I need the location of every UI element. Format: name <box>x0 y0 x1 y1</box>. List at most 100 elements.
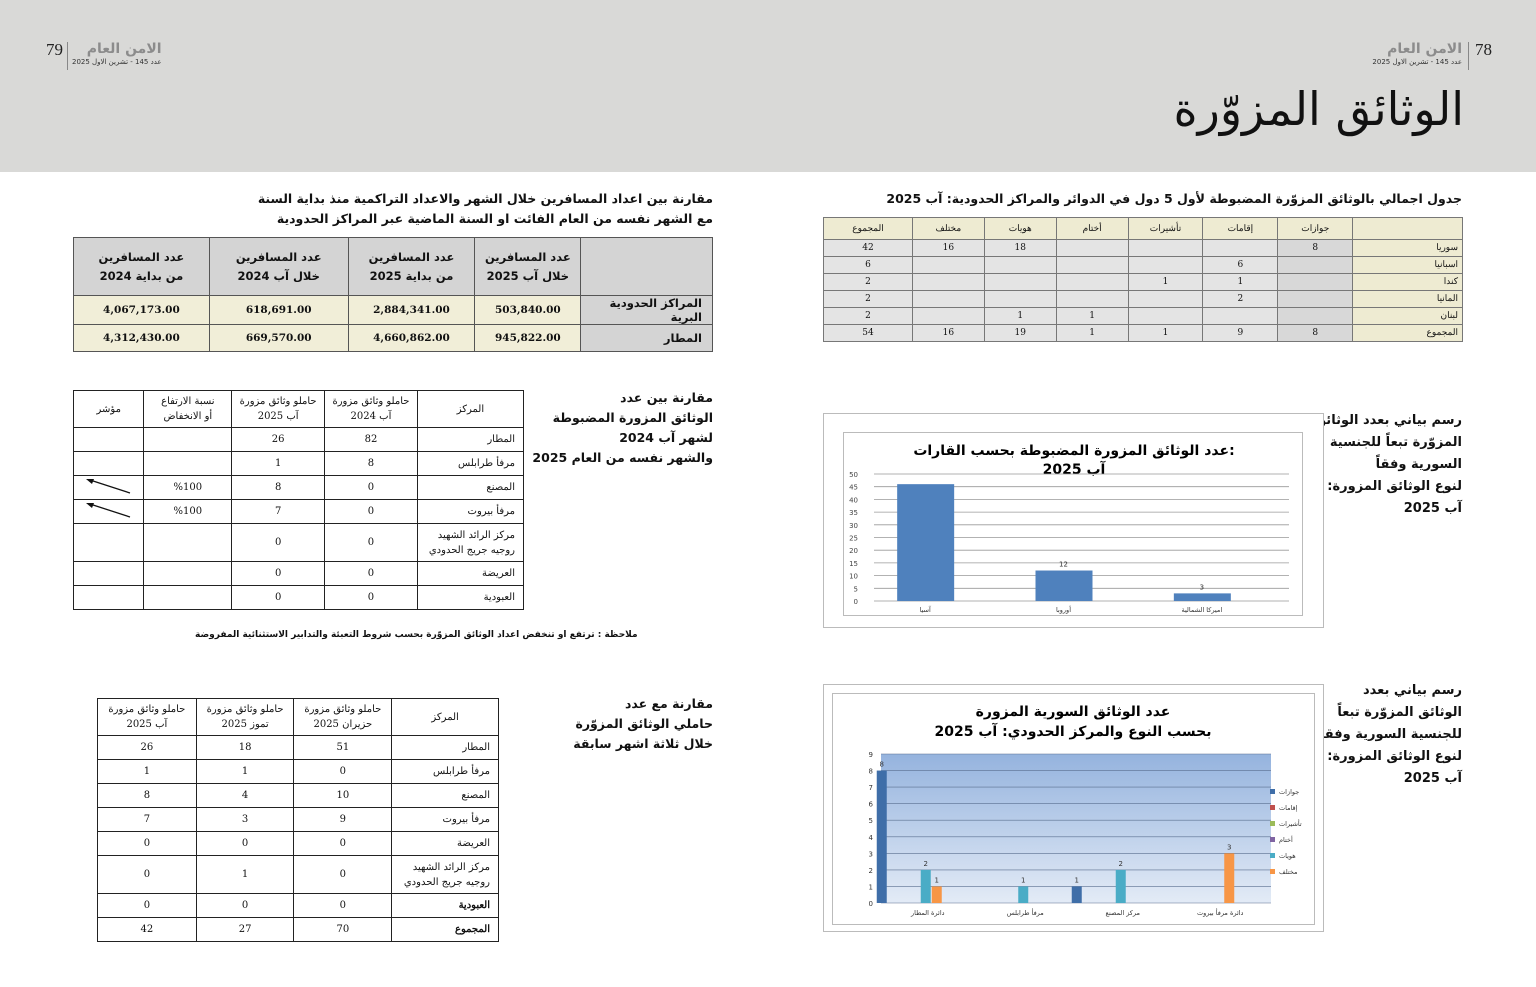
x-tick-label: مرفأ طرابلس <box>1007 908 1044 917</box>
table-cell <box>1277 273 1354 291</box>
table-cell: 27 <box>195 917 295 942</box>
table-cell: 2 <box>823 307 913 325</box>
table-cell: 16 <box>911 239 985 257</box>
table-row: المجموع 8 9 1 1 19 16 54 <box>823 324 1463 342</box>
y-tick-label: 8 <box>869 768 873 776</box>
table-cell: %100 <box>143 475 233 500</box>
indicator-cell <box>72 499 145 524</box>
countries-table: جوازات إقامات تأشيرات أختام هويات مختلف المجمو… <box>823 217 1463 342</box>
table-cell <box>72 451 145 476</box>
column-header: عدد المسافرين خلال آب 2024 <box>208 237 349 296</box>
chart-title: بحسب النوع والمركز الحدودي: آب 2025 <box>935 722 1212 741</box>
table-cell: 1 <box>97 759 197 784</box>
caption-line: مع الشهر نفسه من العام الفائت او السنة ا… <box>276 211 713 226</box>
table-cell <box>72 561 145 586</box>
table-cell <box>1202 239 1279 257</box>
table-cell <box>1055 290 1129 308</box>
data-label: 1 <box>935 876 939 884</box>
y-tick-label: 3 <box>869 850 873 858</box>
table-cell: 0 <box>195 893 295 918</box>
table-cell: 26 <box>231 427 326 452</box>
legend-swatch <box>1270 837 1275 842</box>
table-cell: 0 <box>324 475 418 500</box>
x-tick-label: أوروبا <box>1056 605 1071 614</box>
magazine-brand-left: الامن العام عدد 145 - تشرين الاول 2025 <box>72 41 162 67</box>
y-tick-label: 20 <box>849 547 858 555</box>
legend-swatch <box>1270 821 1275 826</box>
column-header: حاملو وثائق مزورة تموز 2025 <box>195 698 295 736</box>
three-months-table: المركز حاملو وثائق مزورة حزيران 2025 حاملو… <box>97 698 499 942</box>
table-cell: 945,822.00 <box>474 324 582 352</box>
bar-2 <box>1173 593 1231 601</box>
table-cell: 8 <box>1277 324 1354 342</box>
table-cell <box>1127 239 1204 257</box>
legend-label: إقامات <box>1279 804 1298 812</box>
bar-4-1 <box>1018 886 1029 903</box>
row-label: العريضة <box>391 831 499 856</box>
arrow-up-left-icon <box>85 479 130 494</box>
bar-5-0 <box>931 886 942 903</box>
y-tick-label: 1 <box>869 883 873 891</box>
table-cell: 2 <box>823 290 913 308</box>
table-cell: 18 <box>983 239 1057 257</box>
table-row: العبودية 0 0 0 <box>97 893 499 918</box>
header-row: المركز حاملو وثائق مزورة آب 2024 حاملو وثا… <box>72 390 525 428</box>
column-header: عدد المسافرين من بداية 2024 <box>73 237 210 296</box>
magazine-logo: الامن العام <box>1387 41 1462 57</box>
table-cell <box>143 427 233 452</box>
table-cell: 618,691.00 <box>208 295 349 325</box>
row-label: كندا <box>1352 273 1463 291</box>
table-cell: 669,570.00 <box>208 324 349 352</box>
table-cell <box>143 523 233 562</box>
table-cell <box>1055 239 1129 257</box>
table-row: المطار 51 18 26 <box>97 735 499 760</box>
arrow-up-left-icon <box>85 503 130 518</box>
caption-line: مقارنة بين اعداد المسافرين خلال الشهر وا… <box>257 191 713 206</box>
data-label: 1 <box>1021 876 1025 884</box>
table-cell: 2,884,341.00 <box>347 295 476 325</box>
x-tick-label: مركز المصنع <box>1106 909 1140 917</box>
table-cell: 0 <box>97 893 197 918</box>
row-label: مرفأ طرابلس <box>416 451 525 476</box>
legend-label: جوازات <box>1279 788 1299 796</box>
table-row: العريضة 0 0 <box>72 561 525 586</box>
magazine-logo: الامن العام <box>86 41 162 57</box>
column-header: تأشيرات <box>1127 217 1204 240</box>
travellers-table-caption: مقارنة بين اعداد المسافرين خلال الشهر وا… <box>258 189 713 229</box>
y-tick-label: 5 <box>869 817 873 825</box>
table-cell: 0 <box>293 893 393 918</box>
chart-title: عدد الوثائق المزورة المضبوطة بحسب القارا… <box>913 443 1234 459</box>
column-header: حاملو وثائق مزورة حزيران 2025 <box>293 698 393 736</box>
table-row: لبنان 1 1 2 <box>823 307 1463 325</box>
row-label: مرفأ بيروت <box>391 807 499 832</box>
column-header: نسبة الارتفاع أو الانخفاض <box>143 390 233 428</box>
table-row: مرفأ طرابلس 0 1 1 <box>97 759 499 784</box>
row-label: المجموع <box>1352 324 1463 342</box>
column-header: المجموع <box>823 217 913 240</box>
y-tick-label: 35 <box>849 509 858 517</box>
table-cell: 82 <box>324 427 418 452</box>
column-header <box>580 237 713 296</box>
table-cell: 51 <box>293 735 393 760</box>
table-cell: 0 <box>97 831 197 856</box>
table-cell: 1 <box>1127 324 1204 342</box>
table-cell: 1 <box>1127 273 1204 291</box>
table-cell: 503,840.00 <box>474 295 582 325</box>
three-months-caption: مقارنة مع عدد حاملي الوثائق المزوّرة خلا… <box>573 696 713 751</box>
table-row: مركز الرائد الشهيد روجيه جريج الحدودي 0 0 <box>72 523 525 562</box>
column-header: مؤشر <box>72 390 145 428</box>
right-page-number: 78 <box>1475 40 1492 59</box>
header-row: عدد المسافرين خلال آب 2025 عدد المسافرين … <box>73 237 713 296</box>
row-label: مرفأ بيروت <box>416 499 525 524</box>
table-cell: 10 <box>293 783 393 808</box>
table-cell: 18 <box>195 735 295 760</box>
column-header: المركز <box>391 698 499 736</box>
data-label: 3 <box>1200 583 1204 591</box>
chart-title: آب 2025 <box>1043 460 1107 478</box>
table-cell: 6 <box>1202 256 1279 274</box>
row-label: المجموع <box>391 917 499 942</box>
table-cell: 0 <box>293 831 393 856</box>
table-cell <box>911 307 985 325</box>
y-tick-label: 50 <box>849 471 858 479</box>
x-tick-label: اميركا الشمالية <box>1181 606 1222 614</box>
